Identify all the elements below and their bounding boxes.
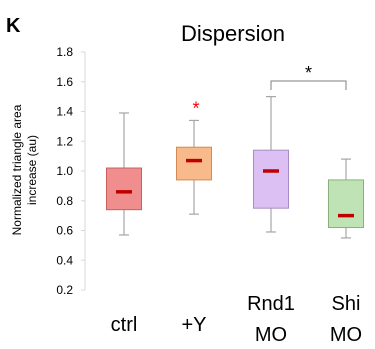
significance-star: * xyxy=(192,98,199,118)
box-3 xyxy=(328,158,364,239)
iqr-box xyxy=(328,179,364,229)
y-tick-label: 0.8 xyxy=(56,194,73,208)
y-tick-label: 1.0 xyxy=(56,164,73,178)
box-1 xyxy=(176,119,212,215)
box-series xyxy=(106,96,364,239)
y-tick-label: 1.2 xyxy=(56,134,73,148)
x-category-label: Rnd1 MO xyxy=(247,293,295,346)
x-category-label: ctrl xyxy=(111,314,138,336)
box-2 xyxy=(253,96,289,233)
significance-bracket xyxy=(270,80,347,90)
y-axis-label-line1: Normalized triangle area xyxy=(10,104,24,235)
y-axis-ticks: 0.2 0.4 0.6 0.8 1.0 1.2 1.4 1.6 1.8 xyxy=(56,45,85,297)
y-tick-label: 0.2 xyxy=(56,283,73,297)
y-axis-label-line2: increase (au) xyxy=(25,135,39,205)
y-tick-label: 1.8 xyxy=(56,45,73,59)
significance-star: * xyxy=(305,63,312,83)
significance-annotations: ** xyxy=(192,63,347,118)
y-tick-label: 1.4 xyxy=(56,105,73,119)
x-category-label: +Y xyxy=(181,314,206,336)
x-axis-labels: ctrl +Y Rnd1 MO Shi MO xyxy=(111,293,362,346)
y-tick-label: 0.6 xyxy=(56,224,73,238)
y-tick-label: 0.4 xyxy=(56,253,73,267)
y-tick-label: 1.6 xyxy=(56,75,73,89)
x-category-label: Shi MO xyxy=(330,293,362,346)
box-0 xyxy=(106,112,142,236)
iqr-box xyxy=(253,149,289,209)
panel-label: K xyxy=(6,15,21,37)
iqr-box xyxy=(106,167,142,211)
chart-title: Dispersion xyxy=(181,21,285,46)
iqr-box xyxy=(176,146,212,181)
